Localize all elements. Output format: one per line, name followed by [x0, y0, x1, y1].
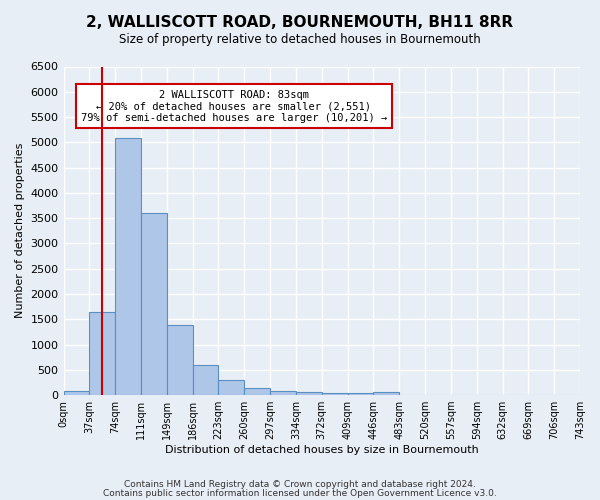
Bar: [270, 391, 296, 395]
Bar: [193, 365, 218, 395]
Bar: [64, 392, 89, 395]
Bar: [296, 392, 322, 395]
Bar: [218, 380, 244, 395]
Bar: [373, 392, 399, 395]
Bar: [115, 138, 141, 395]
Text: 2, WALLISCOTT ROAD, BOURNEMOUTH, BH11 8RR: 2, WALLISCOTT ROAD, BOURNEMOUTH, BH11 8R…: [86, 15, 514, 30]
Y-axis label: Number of detached properties: Number of detached properties: [15, 143, 25, 318]
Bar: [141, 213, 167, 395]
Text: Contains public sector information licensed under the Open Government Licence v3: Contains public sector information licen…: [103, 488, 497, 498]
X-axis label: Distribution of detached houses by size in Bournemouth: Distribution of detached houses by size …: [165, 445, 479, 455]
Bar: [244, 388, 270, 395]
Bar: [322, 393, 347, 395]
Text: Contains HM Land Registry data © Crown copyright and database right 2024.: Contains HM Land Registry data © Crown c…: [124, 480, 476, 489]
Text: Size of property relative to detached houses in Bournemouth: Size of property relative to detached ho…: [119, 32, 481, 46]
Bar: [167, 325, 193, 395]
Bar: [89, 312, 115, 395]
Text: 2 WALLISCOTT ROAD: 83sqm
← 20% of detached houses are smaller (2,551)
79% of sem: 2 WALLISCOTT ROAD: 83sqm ← 20% of detach…: [81, 90, 387, 122]
Bar: [347, 393, 373, 395]
